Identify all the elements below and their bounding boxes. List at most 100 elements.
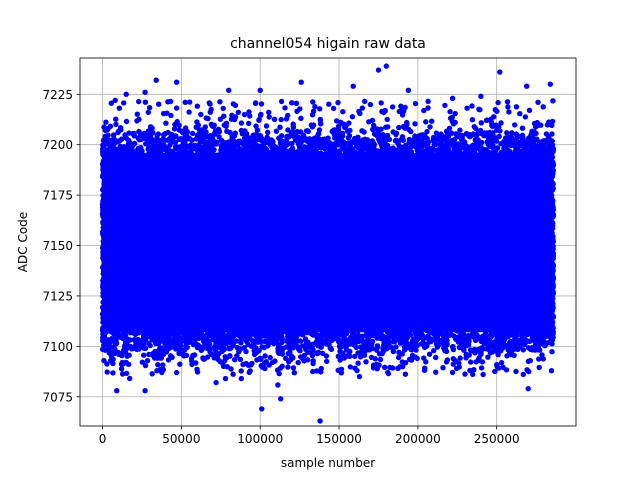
data-point — [504, 353, 510, 359]
data-point — [255, 331, 261, 337]
data-point — [456, 132, 463, 138]
data-point — [526, 135, 532, 141]
data-point — [194, 119, 200, 125]
data-point — [153, 77, 159, 83]
data-point — [289, 140, 295, 147]
data-point — [217, 358, 223, 365]
data-point — [153, 349, 159, 355]
data-point — [298, 79, 304, 85]
data-point — [116, 105, 123, 111]
data-point — [525, 358, 532, 364]
data-point — [497, 69, 503, 75]
data-point — [230, 331, 236, 337]
data-point — [468, 359, 474, 365]
data-point — [258, 135, 265, 141]
data-point — [314, 350, 321, 357]
data-point — [273, 144, 279, 151]
data-point — [100, 283, 107, 290]
data-point — [450, 346, 457, 353]
data-point — [100, 246, 106, 252]
data-point — [370, 126, 376, 133]
data-point — [133, 149, 139, 156]
data-point — [201, 149, 207, 156]
data-point — [383, 63, 389, 69]
data-point — [513, 131, 519, 137]
data-point — [310, 99, 316, 105]
data-point — [548, 258, 554, 264]
data-point — [549, 231, 555, 238]
data-point — [421, 355, 427, 361]
data-point — [222, 144, 229, 150]
data-point — [378, 100, 384, 106]
data-point — [471, 347, 478, 353]
data-point — [509, 130, 515, 136]
data-point — [317, 136, 323, 143]
data-point — [340, 109, 346, 115]
data-point — [259, 406, 265, 412]
data-point — [307, 140, 313, 146]
data-point — [283, 344, 290, 350]
data-point — [364, 342, 370, 349]
data-point — [223, 333, 230, 339]
data-point — [241, 111, 248, 118]
data-point — [233, 338, 240, 344]
data-point — [172, 334, 179, 341]
data-point — [112, 97, 118, 104]
data-point — [285, 127, 291, 133]
data-point — [299, 343, 306, 349]
data-point — [409, 338, 416, 345]
data-point — [154, 340, 160, 347]
data-point — [232, 357, 238, 363]
data-point — [387, 151, 394, 157]
data-point — [160, 351, 167, 357]
data-point — [134, 111, 140, 117]
data-point — [387, 364, 393, 371]
data-point — [346, 120, 352, 126]
data-point — [136, 116, 142, 123]
data-point — [214, 353, 220, 360]
data-point — [267, 354, 273, 361]
data-point — [116, 138, 123, 144]
data-point — [100, 187, 106, 194]
data-point — [127, 375, 133, 382]
data-point — [380, 132, 386, 138]
data-point — [123, 370, 130, 377]
data-point — [100, 277, 106, 284]
data-point — [354, 367, 360, 374]
data-point — [282, 105, 288, 111]
data-point — [483, 147, 489, 153]
data-point — [230, 101, 236, 107]
data-point — [258, 101, 265, 107]
data-point — [512, 122, 518, 128]
data-point — [362, 98, 368, 105]
data-point — [333, 118, 340, 124]
data-point — [298, 326, 305, 333]
data-point — [433, 354, 439, 361]
data-point — [131, 140, 138, 147]
data-point — [108, 329, 115, 335]
data-point — [103, 119, 109, 125]
data-point — [223, 151, 230, 158]
data-points — [99, 63, 557, 424]
data-point — [486, 334, 493, 341]
data-point — [335, 127, 342, 133]
data-point — [242, 140, 248, 146]
data-point — [310, 122, 317, 128]
data-point — [276, 135, 282, 141]
data-point — [119, 371, 126, 377]
data-point — [422, 365, 428, 371]
data-point — [399, 364, 406, 370]
data-point — [205, 152, 211, 158]
data-point — [490, 153, 496, 159]
data-point — [228, 366, 234, 372]
data-point — [325, 140, 331, 146]
data-point — [399, 337, 406, 343]
data-point — [412, 139, 418, 146]
data-point — [379, 147, 385, 153]
data-point — [366, 119, 372, 125]
data-point — [374, 126, 380, 132]
data-point — [285, 364, 291, 370]
data-point — [317, 150, 324, 157]
data-point — [252, 100, 259, 107]
data-point — [261, 141, 267, 148]
